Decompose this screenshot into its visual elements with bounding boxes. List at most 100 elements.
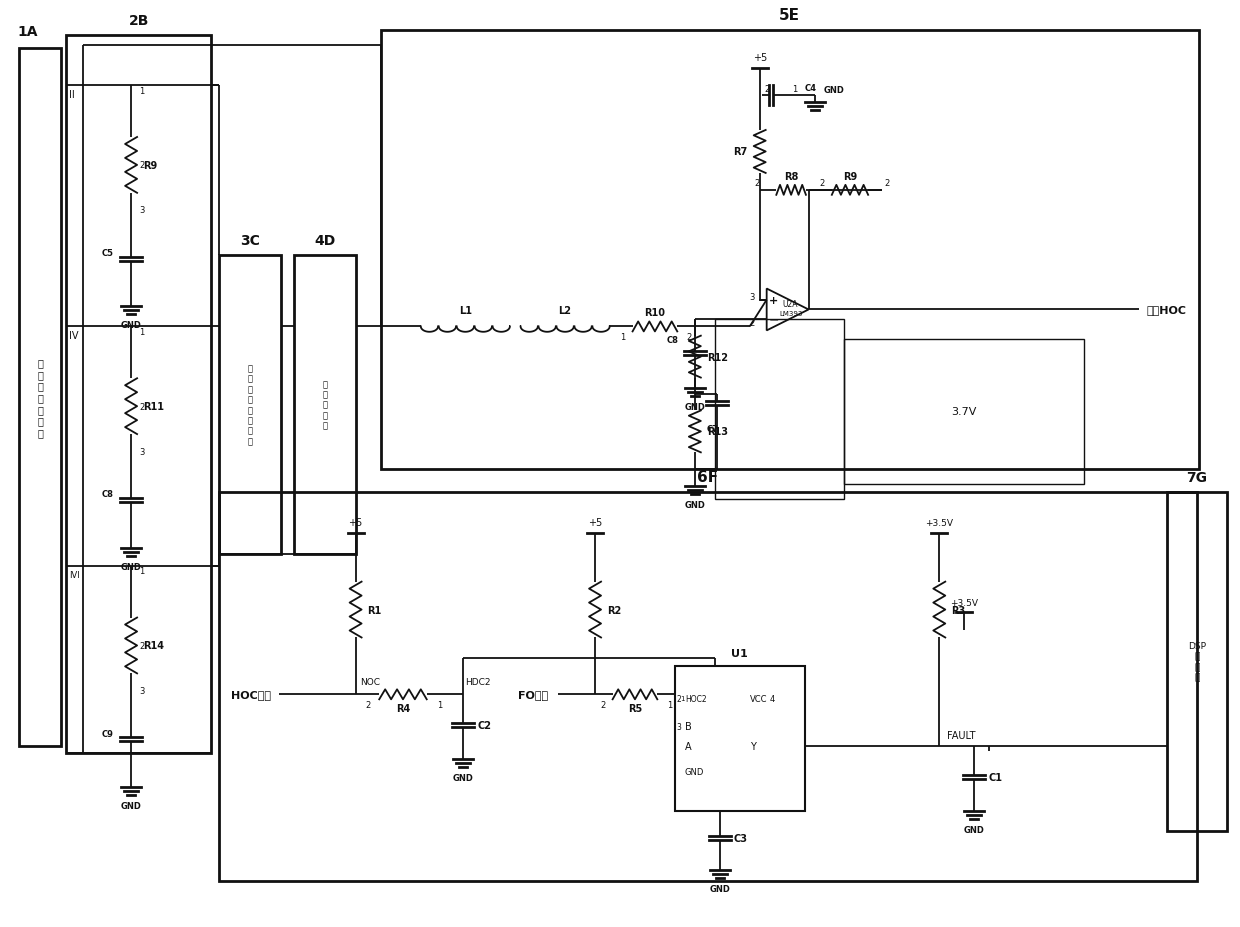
Text: HDC2: HDC2 [465,678,491,687]
Text: C8: C8 [102,489,113,499]
Text: R7: R7 [734,147,748,158]
Bar [20,49,61,746]
Text: +5: +5 [753,53,766,63]
Text: FAULT: FAULT [947,730,976,741]
Text: C1: C1 [988,772,1002,782]
Text: 2: 2 [754,179,760,187]
Text: 4D: 4D [314,234,335,248]
Text: 1: 1 [667,701,672,709]
Text: GND: GND [963,825,985,834]
Text: 1: 1 [791,85,797,94]
Text: VCC: VCC [750,694,768,703]
Text: 2: 2 [366,701,371,709]
Bar [219,255,280,554]
Text: R2: R2 [608,605,621,615]
Bar [219,492,1197,881]
Text: 《《HOC: 《《HOC [1147,305,1187,315]
Text: II: II [69,90,74,100]
Text: GND: GND [709,883,730,893]
Bar [844,340,1084,484]
Text: R13: R13 [707,427,728,437]
Text: 2: 2 [139,641,144,650]
Bar [714,320,844,499]
Text: 1: 1 [139,566,144,576]
Text: +5: +5 [588,517,603,527]
Text: HOC2: HOC2 [684,694,707,703]
Text: C8: C8 [667,336,678,345]
Text: 2: 2 [677,694,682,703]
Text: 3: 3 [677,722,682,730]
Text: R14: R14 [143,641,164,651]
Text: B: B [684,721,692,731]
Text: 2: 2 [600,701,605,709]
Text: 3.7V: 3.7V [951,407,977,416]
Text: 2: 2 [764,85,770,94]
Text: C9: C9 [102,729,113,738]
Text: DSP
处
理
器: DSP 处 理 器 [1188,641,1205,681]
Text: GND: GND [684,767,704,776]
Text: 5E: 5E [779,8,800,23]
Text: IV: IV [69,331,78,341]
Text: GND: GND [684,501,706,509]
Text: 1: 1 [139,86,144,95]
Text: 1A: 1A [17,25,38,39]
Text: 1: 1 [681,695,684,702]
Bar [675,667,805,811]
Text: R12: R12 [707,352,728,362]
Text: R5: R5 [627,704,642,714]
Text: R1: R1 [367,605,382,615]
Text: C5: C5 [102,248,113,258]
Bar [1167,492,1226,831]
Text: +3.5V: +3.5V [925,518,954,527]
Text: R11: R11 [143,401,164,412]
Text: 2: 2 [749,318,755,327]
Text: FO》》: FO》》 [518,690,548,700]
Bar [381,32,1199,469]
Text: 3: 3 [749,293,755,302]
Text: HOC》》: HOC》》 [231,690,270,700]
Text: 2: 2 [884,179,889,187]
Text: R3: R3 [951,605,966,615]
Text: U1: U1 [732,649,748,659]
Text: 1: 1 [620,333,625,342]
Text: Y: Y [750,742,755,752]
Text: 6F: 6F [697,469,718,485]
Text: C3: C3 [734,833,748,843]
Text: 2B: 2B [129,14,149,29]
Text: 3: 3 [139,686,144,695]
Text: 7G: 7G [1187,470,1208,485]
Text: C7: C7 [707,425,719,434]
Text: 2: 2 [820,179,825,187]
Text: +: + [769,296,779,305]
Text: GND: GND [120,801,141,810]
Text: 3: 3 [139,206,144,215]
Text: 4: 4 [770,694,775,703]
Text: R4: R4 [396,704,410,714]
Text: LM393: LM393 [779,311,802,317]
Text: GND: GND [825,85,844,95]
Text: L1: L1 [459,306,472,316]
Text: 磁
电
式
电
流
互
感
器: 磁 电 式 电 流 互 感 器 [247,364,252,446]
Bar [66,36,211,754]
Text: 3C: 3C [239,234,259,248]
Text: 磁
电
分
配
器: 磁 电 分 配 器 [322,379,327,430]
Text: 2: 2 [139,161,144,171]
Text: R9: R9 [843,171,857,182]
Text: IVI: IVI [69,570,81,579]
Text: C4: C4 [805,83,817,93]
Text: U2A: U2A [782,299,799,309]
Text: 1: 1 [438,701,443,709]
Text: C2: C2 [477,720,491,730]
Bar [294,255,356,554]
Text: +5: +5 [348,517,363,527]
Text: 三
相
电
流
互
感
器: 三 相 电 流 互 感 器 [37,358,43,438]
Text: 1: 1 [139,327,144,337]
Text: +3.5V: +3.5V [950,598,978,607]
Text: 3: 3 [139,447,144,456]
Text: 2: 2 [139,402,144,412]
Text: R8: R8 [784,171,799,182]
Text: A: A [684,742,692,752]
Text: GND: GND [120,562,141,571]
Text: GND: GND [120,321,141,330]
Text: R9: R9 [143,160,157,171]
